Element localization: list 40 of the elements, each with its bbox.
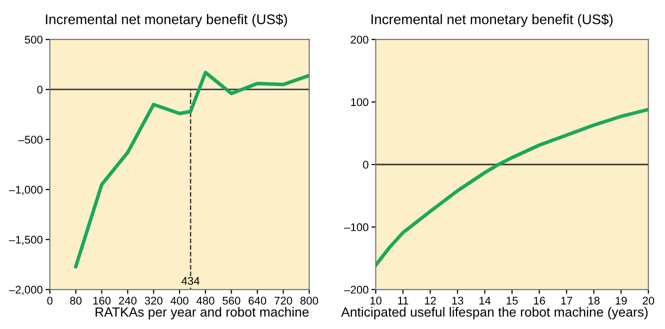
x-tick-label: 160	[93, 296, 111, 305]
y-tick-label: –100	[344, 223, 368, 232]
y-tick-label: 200	[350, 36, 368, 44]
x-tick-label: 480	[196, 296, 214, 305]
x-tick-label: 13	[452, 296, 464, 305]
y-axis-title: Incremental net monetary benefit (US$)	[46, 14, 287, 27]
x-tick-label: 20	[642, 296, 654, 305]
y-tick-label: –2,000	[8, 286, 42, 295]
y-tick-label: –500	[18, 136, 42, 144]
x-tick-label: 400	[170, 296, 188, 305]
line-series	[74, 70, 310, 268]
y-tick-label: 500	[24, 36, 42, 44]
y-tick-label: 0	[37, 86, 42, 94]
ref-line-label: 434	[182, 276, 200, 285]
x-tick-label: 80	[70, 296, 82, 305]
x-tick-label: 18	[588, 296, 600, 305]
x-tick-label: 0	[47, 296, 53, 305]
x-tick-label: 11	[398, 296, 408, 305]
x-axis-title: RATKAs per year and robot machine	[96, 307, 309, 320]
x-tick-label: 640	[248, 296, 266, 305]
y-tick-label: –1,000	[8, 186, 42, 195]
x-tick-label: 560	[222, 296, 240, 305]
x-tick-label: 19	[616, 296, 627, 305]
x-tick-label: 12	[424, 296, 436, 305]
y-tick-label: –200	[344, 286, 368, 294]
x-tick-label: 800	[300, 296, 318, 305]
y-tick-label: –1,500	[8, 236, 42, 245]
x-tick-label: 10	[370, 296, 382, 305]
line-series	[376, 108, 648, 267]
x-tick-label: 240	[118, 296, 137, 305]
y-tick-label: 0	[363, 160, 368, 169]
x-tick-label: 15	[506, 296, 518, 305]
x-tick-label: 320	[144, 296, 162, 305]
y-tick-label: 100	[351, 98, 368, 106]
y-axis-title: Incremental net monetary benefit (US$)	[372, 14, 613, 27]
x-tick-label: 17	[561, 296, 572, 305]
x-tick-label: 16	[534, 296, 546, 305]
x-axis-title: Anticipated useful lifespan the robot machine (years)	[341, 307, 648, 320]
x-tick-label: 14	[479, 296, 491, 305]
x-tick-label: 720	[274, 296, 292, 305]
